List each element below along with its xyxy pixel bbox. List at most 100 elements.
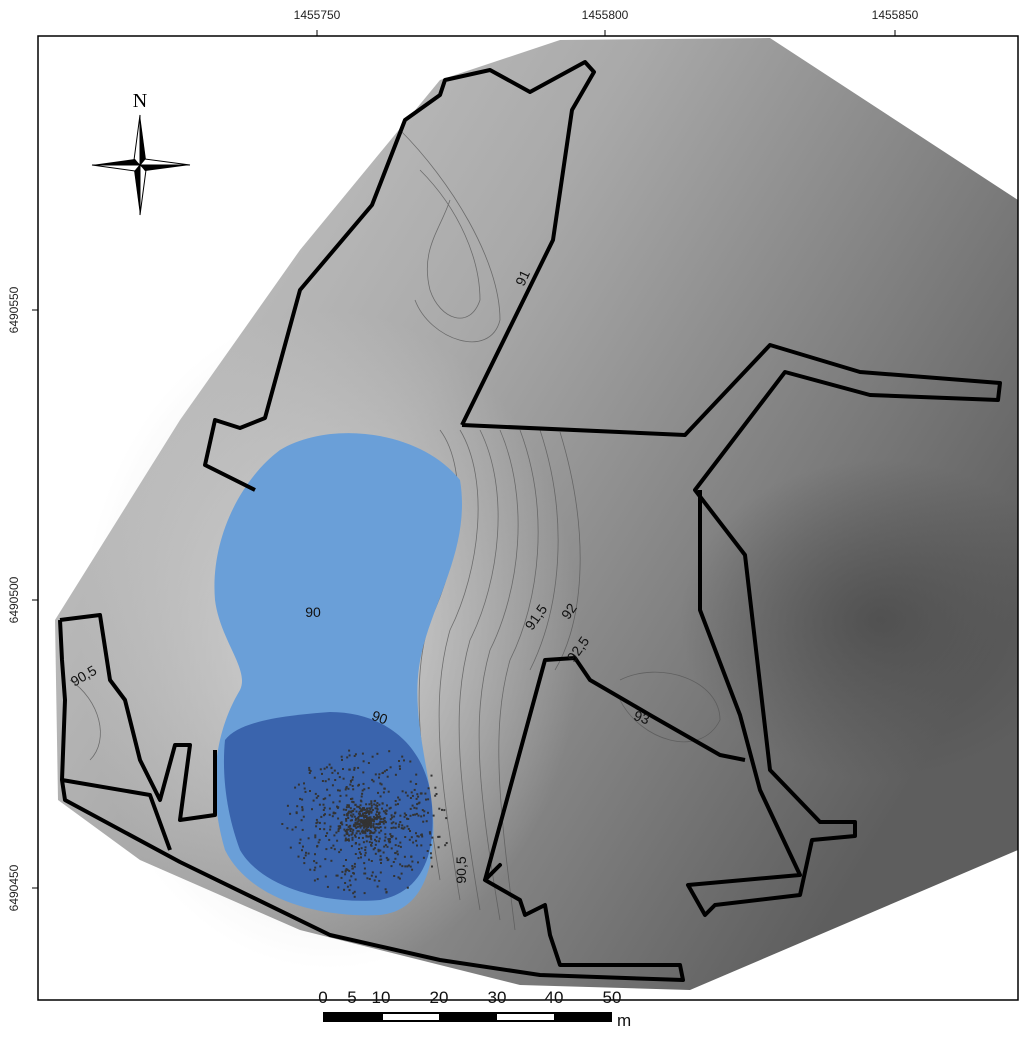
find-dot (340, 795, 342, 797)
find-dot (398, 826, 400, 828)
find-dot (378, 849, 380, 851)
find-dot (334, 770, 336, 772)
find-dot (371, 875, 373, 877)
find-dot (367, 822, 369, 824)
find-dot (381, 821, 383, 823)
find-dot (366, 840, 368, 842)
find-dot (378, 804, 380, 806)
find-dot (411, 836, 413, 838)
find-dot (346, 833, 348, 835)
find-dot (309, 790, 311, 792)
find-dot (422, 821, 424, 823)
find-dot (355, 827, 357, 829)
find-dot (380, 818, 382, 820)
find-dot (375, 804, 377, 806)
find-dot (352, 833, 354, 835)
find-dot (346, 824, 348, 826)
contour-label: 90,5 (453, 856, 469, 883)
find-dot (384, 817, 386, 819)
find-dot (408, 828, 410, 830)
find-dot (417, 796, 419, 798)
find-dot (350, 781, 352, 783)
find-dot (317, 878, 319, 880)
find-dot (372, 756, 374, 758)
find-dot (302, 808, 304, 810)
find-dot (429, 833, 431, 835)
find-dot (395, 838, 397, 840)
find-dot (326, 832, 328, 834)
find-dot (305, 854, 307, 856)
find-dot (337, 818, 339, 820)
scale-label: 20 (430, 988, 449, 1007)
find-dot (347, 886, 349, 888)
find-dot (345, 809, 347, 811)
find-dot (399, 799, 401, 801)
find-dot (375, 814, 377, 816)
find-dot (403, 759, 405, 761)
find-dot (308, 767, 310, 769)
find-dot (320, 768, 322, 770)
find-dot (352, 814, 354, 816)
find-dot (319, 822, 321, 824)
find-dot (416, 845, 418, 847)
scale-label: 50 (603, 988, 622, 1007)
find-dot (349, 784, 351, 786)
find-dot (330, 860, 332, 862)
find-dot (352, 839, 354, 841)
find-dot (362, 771, 364, 773)
find-dot (319, 839, 321, 841)
find-dot (368, 803, 370, 805)
find-dot (378, 817, 380, 819)
find-dot (415, 832, 417, 834)
find-dot (325, 848, 327, 850)
find-dot (416, 798, 418, 800)
find-dot (430, 844, 432, 846)
find-dot (316, 862, 318, 864)
find-dot (316, 845, 318, 847)
find-dot (399, 863, 401, 865)
find-dot (303, 857, 305, 859)
find-dot (355, 836, 357, 838)
find-dot (378, 880, 380, 882)
find-dot (386, 769, 388, 771)
find-dot (301, 849, 303, 851)
find-dot (415, 840, 417, 842)
find-dot (391, 847, 393, 849)
find-dot (329, 829, 331, 831)
find-dot (292, 829, 294, 831)
find-dot (378, 773, 380, 775)
find-dot (384, 840, 386, 842)
find-dot (313, 860, 315, 862)
find-dot (332, 815, 334, 817)
find-dot (362, 753, 364, 755)
find-dot (331, 772, 333, 774)
find-dot (356, 818, 358, 820)
find-dot (375, 844, 377, 846)
find-dot (375, 807, 377, 809)
find-dot (362, 832, 364, 834)
find-dot (375, 853, 377, 855)
find-dot (373, 820, 375, 822)
find-dot (352, 785, 354, 787)
north-label: N (133, 90, 147, 112)
find-dot (380, 855, 382, 857)
find-dot (371, 807, 373, 809)
find-dot (377, 808, 379, 810)
find-dot (352, 776, 354, 778)
find-dot (341, 759, 343, 761)
find-dot (389, 833, 391, 835)
find-dot (439, 836, 441, 838)
find-dot (373, 823, 375, 825)
find-dot (407, 795, 409, 797)
find-dot (401, 865, 403, 867)
find-dot (409, 830, 411, 832)
find-dot (353, 801, 355, 803)
scale-label: 10 (372, 988, 391, 1007)
find-dot (420, 792, 422, 794)
find-dot (352, 867, 354, 869)
find-dot (332, 845, 334, 847)
find-dot (296, 811, 298, 813)
find-dot (374, 839, 376, 841)
find-dot (369, 824, 371, 826)
find-dot (415, 783, 417, 785)
